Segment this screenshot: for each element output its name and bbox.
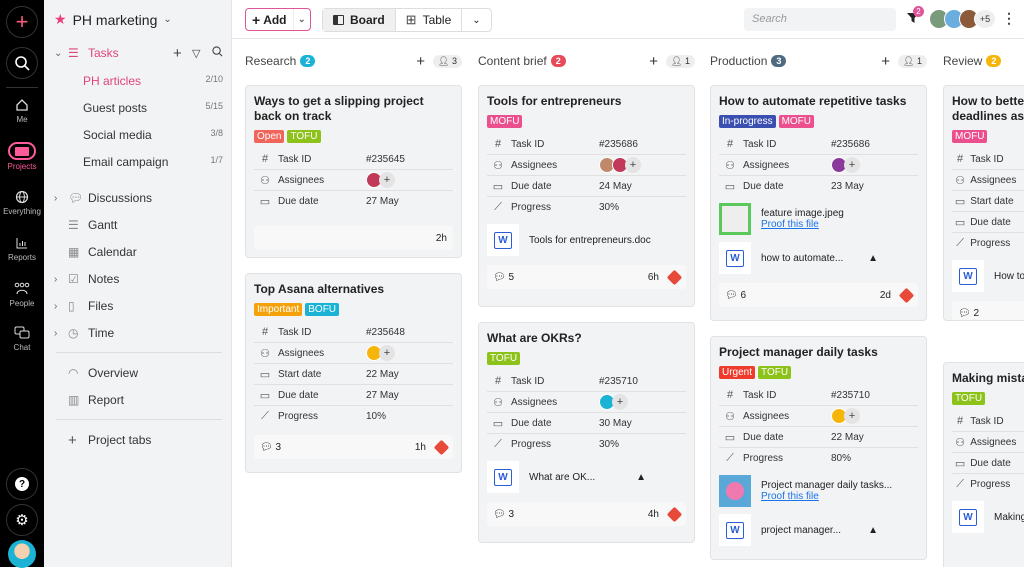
progress-chart-icon: ⟋ bbox=[261, 410, 269, 422]
tag-bofu: BOFU bbox=[305, 303, 340, 316]
sidebar-item-discussions[interactable]: › 💬︎ Discussions bbox=[54, 191, 153, 205]
task-list-item[interactable]: Social media 3/8 bbox=[83, 128, 223, 142]
calendar-icon: ▭ bbox=[259, 196, 271, 208]
file-icon: ▯ bbox=[68, 299, 75, 313]
home-icon bbox=[16, 99, 28, 111]
project-selector[interactable]: ★ PH marketing ⌄ bbox=[54, 11, 172, 28]
member-avatars[interactable]: +5 bbox=[929, 9, 996, 29]
proof-file-link[interactable]: Proof this file bbox=[761, 219, 819, 230]
folder-icon bbox=[8, 142, 36, 160]
add-card-icon[interactable]: + bbox=[649, 52, 659, 70]
task-card[interactable]: What are OKRs? TOFU # Task ID #235710 ⚇ Ass… bbox=[478, 322, 695, 543]
view-switcher: Board ⊞ Table ⌄ bbox=[322, 8, 492, 32]
add-task-icon[interactable]: + bbox=[173, 44, 182, 62]
filter-button[interactable]: 2 bbox=[907, 6, 924, 27]
table-icon: ⊞ bbox=[405, 12, 417, 27]
chevron-down-icon: ⌄ bbox=[163, 14, 172, 25]
people-icon bbox=[14, 282, 30, 295]
board-icon bbox=[333, 15, 344, 25]
sidebar-item-overview[interactable]: ◠ Overview bbox=[68, 366, 139, 380]
rail-everything[interactable]: Everything bbox=[0, 190, 44, 216]
sidebar-item-report[interactable]: ▥ Report bbox=[68, 393, 125, 407]
filter-icon[interactable]: ▽ bbox=[192, 47, 201, 60]
chat-icon bbox=[14, 326, 30, 339]
task-card[interactable]: How to automate repetitive tasks In-prog… bbox=[710, 85, 927, 321]
more-options-icon[interactable]: ⋮ bbox=[1002, 10, 1016, 26]
add-assignee-button[interactable]: + bbox=[379, 172, 395, 188]
app-rail: + Me Projects Everything Reports People … bbox=[0, 0, 44, 568]
people-icon: ⚇ bbox=[260, 174, 270, 187]
toolbar: + Add ⌄ Board ⊞ Table ⌄ Search 2 +5 ⋮ bbox=[232, 0, 1024, 39]
task-list-item[interactable]: Email campaign 1/7 bbox=[83, 155, 223, 169]
chart-icon bbox=[16, 238, 27, 249]
chevron-down-icon: ⌄ bbox=[54, 47, 63, 59]
table-view-button[interactable]: ⊞ Table bbox=[396, 9, 463, 31]
task-card[interactable]: How to better h deadlines as a MOFU #Tas… bbox=[943, 85, 1024, 321]
task-card[interactable]: Making mistak TOFU #Task ID ⚇Assignees ▭… bbox=[943, 362, 1024, 567]
priority-high-icon bbox=[433, 439, 450, 455]
task-card[interactable]: Tools for entrepreneurs MOFU # Task ID #23… bbox=[478, 85, 695, 307]
report-icon: ▥ bbox=[68, 393, 80, 407]
task-list-item[interactable]: PH articles 2/10 bbox=[83, 74, 223, 88]
kanban-board: Research 2 + 👤︎ 3 Ways to get a slipping p… bbox=[232, 40, 1024, 567]
notes-icon: ☑ bbox=[68, 272, 79, 286]
help-icon[interactable]: ? bbox=[6, 468, 38, 500]
globe-icon bbox=[15, 190, 29, 204]
google-drive-icon: ▲ bbox=[636, 471, 646, 483]
tag-important: Important bbox=[254, 303, 303, 316]
star-icon: ★ bbox=[54, 11, 67, 27]
task-card[interactable]: Project manager daily tasks Urgent TOFU #… bbox=[710, 336, 927, 560]
comments-count: 💬︎ 3 bbox=[260, 441, 282, 453]
sidebar-item-tasks[interactable]: ⌄ ☰ Tasks + ▽ bbox=[44, 43, 232, 63]
rail-people[interactable]: People bbox=[0, 282, 44, 308]
clock-icon: ◷ bbox=[68, 326, 79, 340]
gantt-icon: ☰ bbox=[68, 218, 79, 232]
add-project-tab[interactable]: + Project tabs bbox=[68, 431, 152, 449]
user-avatar[interactable] bbox=[8, 540, 36, 568]
calendar-icon: ▦ bbox=[68, 245, 80, 259]
gauge-icon: ◠ bbox=[68, 366, 79, 380]
attachment[interactable]: W Tools for entrepreneurs.doc bbox=[487, 223, 686, 257]
tasks-list-icon: ☰ bbox=[68, 46, 79, 60]
plus-icon: + bbox=[68, 431, 77, 449]
task-card[interactable]: Ways to get a slipping project back on t… bbox=[245, 85, 462, 258]
task-card[interactable]: Top Asana alternatives Important BOFU # Ta… bbox=[245, 273, 462, 473]
image-thumbnail bbox=[719, 203, 751, 235]
create-new-icon[interactable]: + bbox=[6, 6, 38, 38]
search-icon[interactable] bbox=[6, 47, 38, 79]
hash-icon: # bbox=[261, 153, 269, 165]
search-input[interactable]: Search bbox=[744, 8, 896, 31]
plus-icon: + bbox=[252, 11, 261, 28]
rail-me[interactable]: Me bbox=[0, 98, 44, 124]
add-button[interactable]: + Add ⌄ bbox=[245, 8, 311, 31]
sidebar-item-files[interactable]: › ▯ Files bbox=[54, 299, 114, 313]
add-card-icon[interactable]: + bbox=[416, 52, 426, 70]
speech-bubble-icon: 💬︎ bbox=[68, 191, 84, 205]
view-more-dropdown[interactable]: ⌄ bbox=[462, 9, 490, 31]
chevron-down-icon: ⌄ bbox=[472, 14, 481, 26]
word-doc-icon: W bbox=[487, 224, 519, 256]
sidebar-item-notes[interactable]: › ☑ Notes bbox=[54, 272, 120, 286]
rail-projects[interactable]: Projects bbox=[0, 142, 44, 171]
search-icon[interactable] bbox=[212, 46, 223, 60]
sidebar-item-time[interactable]: › ◷ Time bbox=[54, 326, 115, 340]
tag-open: Open bbox=[254, 130, 285, 143]
sidebar-item-gantt[interactable]: ☰ Gantt bbox=[68, 218, 118, 232]
column-people-count[interactable]: 👤︎ 3 bbox=[433, 54, 462, 68]
tag-tofu: TOFU bbox=[287, 130, 321, 143]
rail-chat[interactable]: Chat bbox=[0, 326, 44, 352]
board-view-button[interactable]: Board bbox=[323, 9, 396, 31]
sidebar-item-calendar[interactable]: ▦ Calendar bbox=[68, 245, 137, 259]
settings-gear-icon[interactable]: ⚙ bbox=[6, 504, 38, 536]
project-sidebar: ★ PH marketing ⌄ ⌄ ☰ Tasks + ▽ PH articl… bbox=[44, 0, 232, 567]
task-list-item[interactable]: Guest posts 5/15 bbox=[83, 101, 223, 115]
rail-reports[interactable]: Reports bbox=[0, 236, 44, 262]
chevron-down-icon[interactable]: ⌄ bbox=[297, 14, 306, 24]
